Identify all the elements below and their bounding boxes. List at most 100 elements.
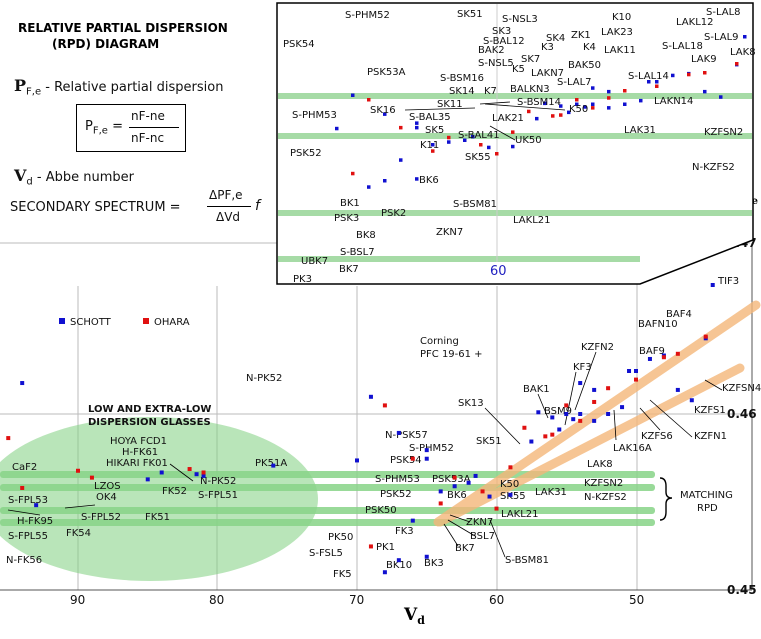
schott-point xyxy=(194,472,199,477)
schott-inset-point xyxy=(567,110,571,115)
svg-text:PSK54: PSK54 xyxy=(390,455,422,466)
svg-text:S-BSM81: S-BSM81 xyxy=(505,555,549,566)
schott-point xyxy=(355,458,359,463)
schott-point xyxy=(487,494,492,499)
svg-text:SK55: SK55 xyxy=(465,152,491,163)
svg-text:UBK7: UBK7 xyxy=(301,256,328,267)
schott-point xyxy=(536,410,541,415)
ohara-point xyxy=(187,467,192,472)
ohara-point xyxy=(578,418,583,423)
ohara-point xyxy=(522,425,527,430)
schott-point xyxy=(634,369,638,373)
ohara-point xyxy=(89,475,94,480)
main-glass-labels: N-PK52 CaF2 S-FPL53 S-FPL55 H-FK95 N-FK5… xyxy=(6,276,761,580)
inset-data-points xyxy=(335,35,747,189)
svg-text:LAK9: LAK9 xyxy=(691,54,717,65)
rpd-definition: PF,e - Relative partial dispersion xyxy=(14,76,224,98)
svg-text:PSK50: PSK50 xyxy=(365,505,397,516)
svg-text:S-NSL5: S-NSL5 xyxy=(478,58,514,69)
svg-text:FK52: FK52 xyxy=(162,486,187,497)
ohara-inset-point xyxy=(495,152,499,156)
svg-text:PSK52: PSK52 xyxy=(290,148,322,159)
svg-text:H-FK61: H-FK61 xyxy=(122,447,158,458)
schott-point xyxy=(201,473,206,478)
ohara-inset-point xyxy=(703,71,707,75)
ohara-inset-point xyxy=(687,72,691,77)
svg-text:S-BAL35: S-BAL35 xyxy=(409,112,451,123)
svg-text:BK1: BK1 xyxy=(340,198,360,209)
ohara-point xyxy=(480,489,485,494)
schott-inset-point xyxy=(471,134,475,139)
ohara-point xyxy=(382,403,387,408)
svg-text:50: 50 xyxy=(629,593,644,607)
svg-text:PSK2: PSK2 xyxy=(381,208,406,219)
schott-point xyxy=(424,448,429,453)
svg-text:BSM9: BSM9 xyxy=(544,406,572,417)
svg-text:SK4: SK4 xyxy=(546,33,565,44)
ohara-point xyxy=(6,436,11,441)
svg-text:BK6: BK6 xyxy=(419,175,439,186)
ohara-point xyxy=(201,470,206,475)
schott-inset-point xyxy=(703,89,707,94)
svg-text:SK14: SK14 xyxy=(449,86,475,97)
svg-text:S-PHM53: S-PHM53 xyxy=(375,474,420,485)
svg-text:N-PSK57: N-PSK57 xyxy=(385,430,428,441)
schott-point xyxy=(578,412,583,416)
ohara-inset-point xyxy=(527,109,531,114)
schott-point xyxy=(382,570,387,575)
svg-text:S-FPL53: S-FPL53 xyxy=(8,495,48,506)
svg-text:KZFSN2: KZFSN2 xyxy=(704,127,743,138)
corning-label-2: PFC 19-61 + xyxy=(420,349,483,360)
schott-point xyxy=(508,492,513,497)
svg-text:KZFN1: KZFN1 xyxy=(694,431,727,442)
ohara-inset-point xyxy=(447,135,451,140)
inset-panel: 60 xyxy=(276,2,754,285)
schott-inset-point xyxy=(575,102,579,106)
svg-text:K5: K5 xyxy=(512,64,525,75)
svg-text:K3: K3 xyxy=(541,42,554,53)
schott-inset-point xyxy=(447,140,451,144)
svg-text:PSK3: PSK3 xyxy=(334,213,359,224)
svg-text:PK1: PK1 xyxy=(376,542,395,553)
svg-text:S-LAL8: S-LAL8 xyxy=(706,7,741,18)
svg-text:BAFN10: BAFN10 xyxy=(638,319,678,330)
schott-point xyxy=(592,418,597,423)
schott-inset-point xyxy=(607,89,611,94)
schott-inset-point xyxy=(383,179,387,183)
ohara-point xyxy=(564,403,569,408)
ohara-inset-point xyxy=(735,62,739,66)
schott-inset-point xyxy=(743,35,747,39)
schott-inset-point xyxy=(639,98,643,103)
svg-text:FK51: FK51 xyxy=(145,512,170,523)
schott-inset-point xyxy=(607,106,611,110)
spectrum-f: f xyxy=(255,198,260,214)
svg-text:S-BAL41: S-BAL41 xyxy=(458,130,500,141)
schott-point xyxy=(368,394,373,399)
ohara-inset-point xyxy=(479,143,483,147)
svg-text:80: 80 xyxy=(209,593,224,607)
svg-text:N-KZFS2: N-KZFS2 xyxy=(584,492,627,503)
svg-text:S-FSL5: S-FSL5 xyxy=(309,548,343,559)
ohara-point xyxy=(410,456,415,461)
schott-point xyxy=(620,405,625,410)
svg-text:LAK23: LAK23 xyxy=(601,27,633,38)
svg-text:PK3: PK3 xyxy=(293,274,312,285)
schott-point xyxy=(159,470,164,475)
svg-text:0.45: 0.45 xyxy=(727,583,757,597)
svg-text:PSK52: PSK52 xyxy=(380,489,412,500)
schott-inset-point xyxy=(591,102,595,106)
svg-text:PK51A: PK51A xyxy=(255,458,287,469)
svg-text:LAK31: LAK31 xyxy=(624,125,656,136)
svg-text:N-PK52: N-PK52 xyxy=(200,476,236,487)
svg-text:KZFSN4: KZFSN4 xyxy=(722,383,761,394)
svg-text:PSK53A: PSK53A xyxy=(367,67,406,78)
svg-text:HIKARI FK01: HIKARI FK01 xyxy=(106,458,168,469)
schott-inset-point xyxy=(399,158,403,162)
brace-icon xyxy=(659,477,673,521)
svg-text:BAK2: BAK2 xyxy=(478,45,505,56)
schott-point xyxy=(647,356,652,361)
schott-inset-point xyxy=(655,80,659,84)
leader-lines xyxy=(7,351,723,558)
svg-text:S-LAL7: S-LAL7 xyxy=(557,77,592,88)
svg-text:SK3: SK3 xyxy=(492,26,511,37)
